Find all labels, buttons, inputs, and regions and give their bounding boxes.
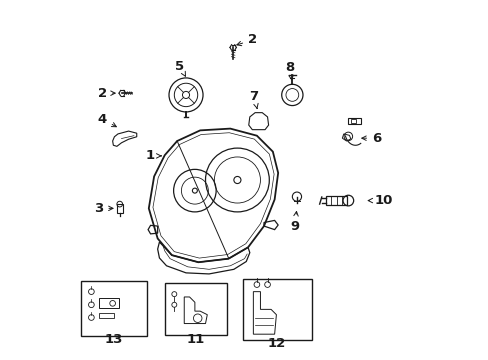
Text: 7: 7 — [249, 90, 258, 108]
Text: 13: 13 — [104, 333, 123, 346]
Text: 10: 10 — [367, 194, 392, 207]
Text: 5: 5 — [175, 60, 185, 76]
Bar — [242, 279, 311, 339]
Bar — [99, 298, 119, 308]
Bar — [164, 283, 226, 335]
Bar — [325, 196, 346, 205]
Text: 3: 3 — [94, 202, 113, 215]
Text: 8: 8 — [285, 61, 294, 80]
Text: 2: 2 — [98, 87, 115, 100]
Text: 12: 12 — [267, 337, 285, 350]
Bar — [117, 204, 122, 213]
Text: 4: 4 — [98, 113, 116, 127]
Bar — [350, 119, 355, 123]
Bar — [347, 118, 360, 124]
Bar — [81, 281, 147, 336]
Bar — [99, 313, 114, 318]
Text: 6: 6 — [361, 132, 381, 145]
Text: 9: 9 — [290, 211, 299, 233]
Text: 2: 2 — [236, 33, 257, 46]
Text: 1: 1 — [146, 149, 161, 162]
Text: 11: 11 — [186, 333, 204, 346]
